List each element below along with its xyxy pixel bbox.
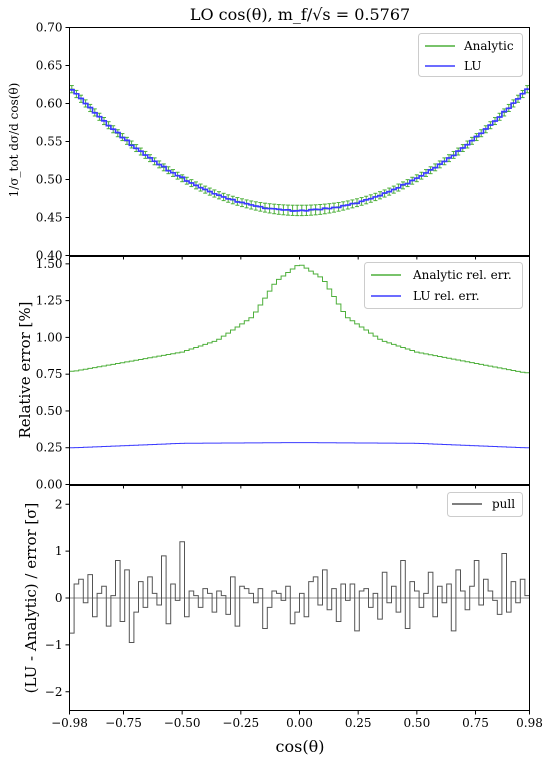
pull-line: [69, 541, 530, 644]
y-tick-label: 0.60: [36, 97, 63, 111]
pull-ylabel: (LU - Analytic) / error [σ]: [22, 503, 40, 694]
x-tick-label: −0.50: [164, 716, 201, 730]
y-tick-label: 1.25: [36, 294, 63, 308]
y-tick-label: 0.55: [36, 135, 63, 149]
x-tick-label: 0.50: [403, 716, 430, 730]
distribution-ylabel: 1/σ_tot dσ/d cos(θ): [7, 83, 21, 198]
legend-box: [364, 262, 523, 309]
y-tick-label: 0.40: [36, 249, 63, 263]
x-axis-label: cos(θ): [276, 737, 325, 756]
legend-lu-rel-label: LU rel. err.: [413, 289, 480, 303]
relative-error-panel: 0.00 0.25 0.50 0.75 1.00 1.25 1.50 Relative er…: [16, 256, 530, 492]
y-tick-label: 0.75: [36, 367, 63, 381]
pull-panel: −2 −1 0 1 2 (LU - Analytic) / error [σ] pull: [22, 485, 530, 711]
lu-line: [69, 88, 530, 212]
legend-pull-label: pull: [492, 497, 515, 511]
legend-analytic-label: Analytic: [463, 39, 514, 53]
y-tick-label: 0.45: [36, 211, 63, 225]
x-tick-label: −0.25: [222, 716, 259, 730]
analytic-rel-err-line: [69, 264, 530, 374]
x-tick-label: −0.98: [51, 716, 88, 730]
x-tick-label: 0.98: [516, 716, 543, 730]
y-tick-label: 0.00: [36, 478, 63, 492]
y-tick-label: 0.50: [36, 404, 63, 418]
relative-error-legend: Analytic rel. err. LU rel. err.: [364, 262, 523, 309]
y-tick-label: 0.65: [36, 59, 63, 73]
y-tick-label: −2: [45, 685, 63, 699]
legend-analytic-rel-label: Analytic rel. err.: [412, 268, 512, 282]
relative-error-ylabel: Relative error [%]: [16, 302, 34, 439]
distribution-panel: 0.40 0.45 0.50 0.55 0.60 0.65 0.70 1/σ_tot dσ/…: [7, 21, 530, 263]
x-tick-label: 0.00: [286, 716, 313, 730]
y-tick-label: 0: [55, 591, 63, 605]
y-tick-label: −1: [45, 638, 63, 652]
x-tick-label: −0.75: [105, 716, 142, 730]
y-tick-label: 1.00: [36, 330, 63, 344]
x-tick-label: 0.75: [462, 716, 489, 730]
legend-lu-label: LU: [464, 59, 481, 73]
legend-box: [447, 492, 523, 517]
y-tick-label: 1: [55, 544, 63, 558]
lu-rel-err-line: [69, 442, 530, 449]
distribution-legend: Analytic LU: [418, 33, 523, 77]
y-tick-label: 0.70: [36, 21, 63, 35]
y-tick-label: 1.50: [36, 257, 63, 271]
pull-legend: pull: [447, 492, 523, 517]
x-tick-label: 0.25: [345, 716, 372, 730]
y-tick-label: 0.25: [36, 441, 63, 455]
y-tick-label: 2: [55, 497, 63, 511]
figure-title: LO cos(θ), m_f/√s = 0.5767: [190, 5, 410, 24]
y-tick-label: 0.50: [36, 173, 63, 187]
